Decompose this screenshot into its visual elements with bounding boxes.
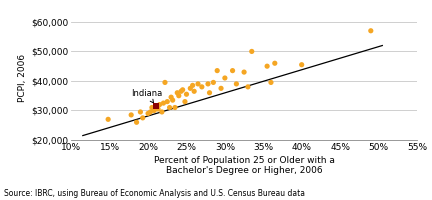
Point [166, 106, 173, 109]
Point [241, 70, 248, 74]
Point [222, 76, 229, 80]
Point [181, 100, 188, 103]
Point [159, 110, 165, 114]
Point [218, 87, 225, 90]
Point [183, 93, 190, 96]
Point [233, 82, 240, 86]
Point [229, 69, 236, 72]
Point [191, 90, 197, 93]
Point [175, 94, 182, 97]
Point [264, 65, 270, 68]
Point [174, 91, 181, 94]
Point [169, 99, 176, 102]
X-axis label: Percent of Population 25 or Older with a
Bachelor's Degree or Higher, 2006: Percent of Population 25 or Older with a… [154, 156, 334, 175]
Point [189, 84, 196, 87]
Point [155, 107, 162, 111]
Point [128, 113, 135, 117]
Point [156, 103, 163, 106]
Point [151, 109, 158, 112]
Point [187, 87, 194, 90]
Point [179, 88, 186, 91]
Point [198, 85, 205, 88]
Y-axis label: PCPI, 2006: PCPI, 2006 [18, 54, 27, 102]
Point [137, 110, 144, 114]
Text: Source: IBRC, using Bureau of Economic Analysis and U.S. Census Bureau data: Source: IBRC, using Bureau of Economic A… [4, 189, 305, 198]
Point [214, 69, 221, 72]
Point [245, 85, 251, 88]
Point [172, 106, 178, 109]
Point [147, 110, 154, 114]
Point [105, 118, 111, 121]
Point [248, 50, 255, 53]
Point [160, 101, 167, 105]
Point [210, 81, 217, 84]
Point [267, 81, 274, 84]
Point [139, 116, 146, 119]
Point [206, 91, 213, 94]
Point [298, 63, 305, 66]
Point [168, 96, 175, 99]
Point [133, 121, 140, 124]
Point [367, 29, 374, 32]
Text: Indiana: Indiana [131, 89, 162, 103]
Point [178, 90, 184, 93]
Point [149, 106, 156, 109]
Point [145, 112, 152, 115]
Point [164, 100, 171, 103]
Point [271, 62, 278, 65]
Point [162, 81, 168, 84]
Point [194, 82, 201, 86]
Point [204, 82, 211, 86]
Point [152, 104, 159, 108]
